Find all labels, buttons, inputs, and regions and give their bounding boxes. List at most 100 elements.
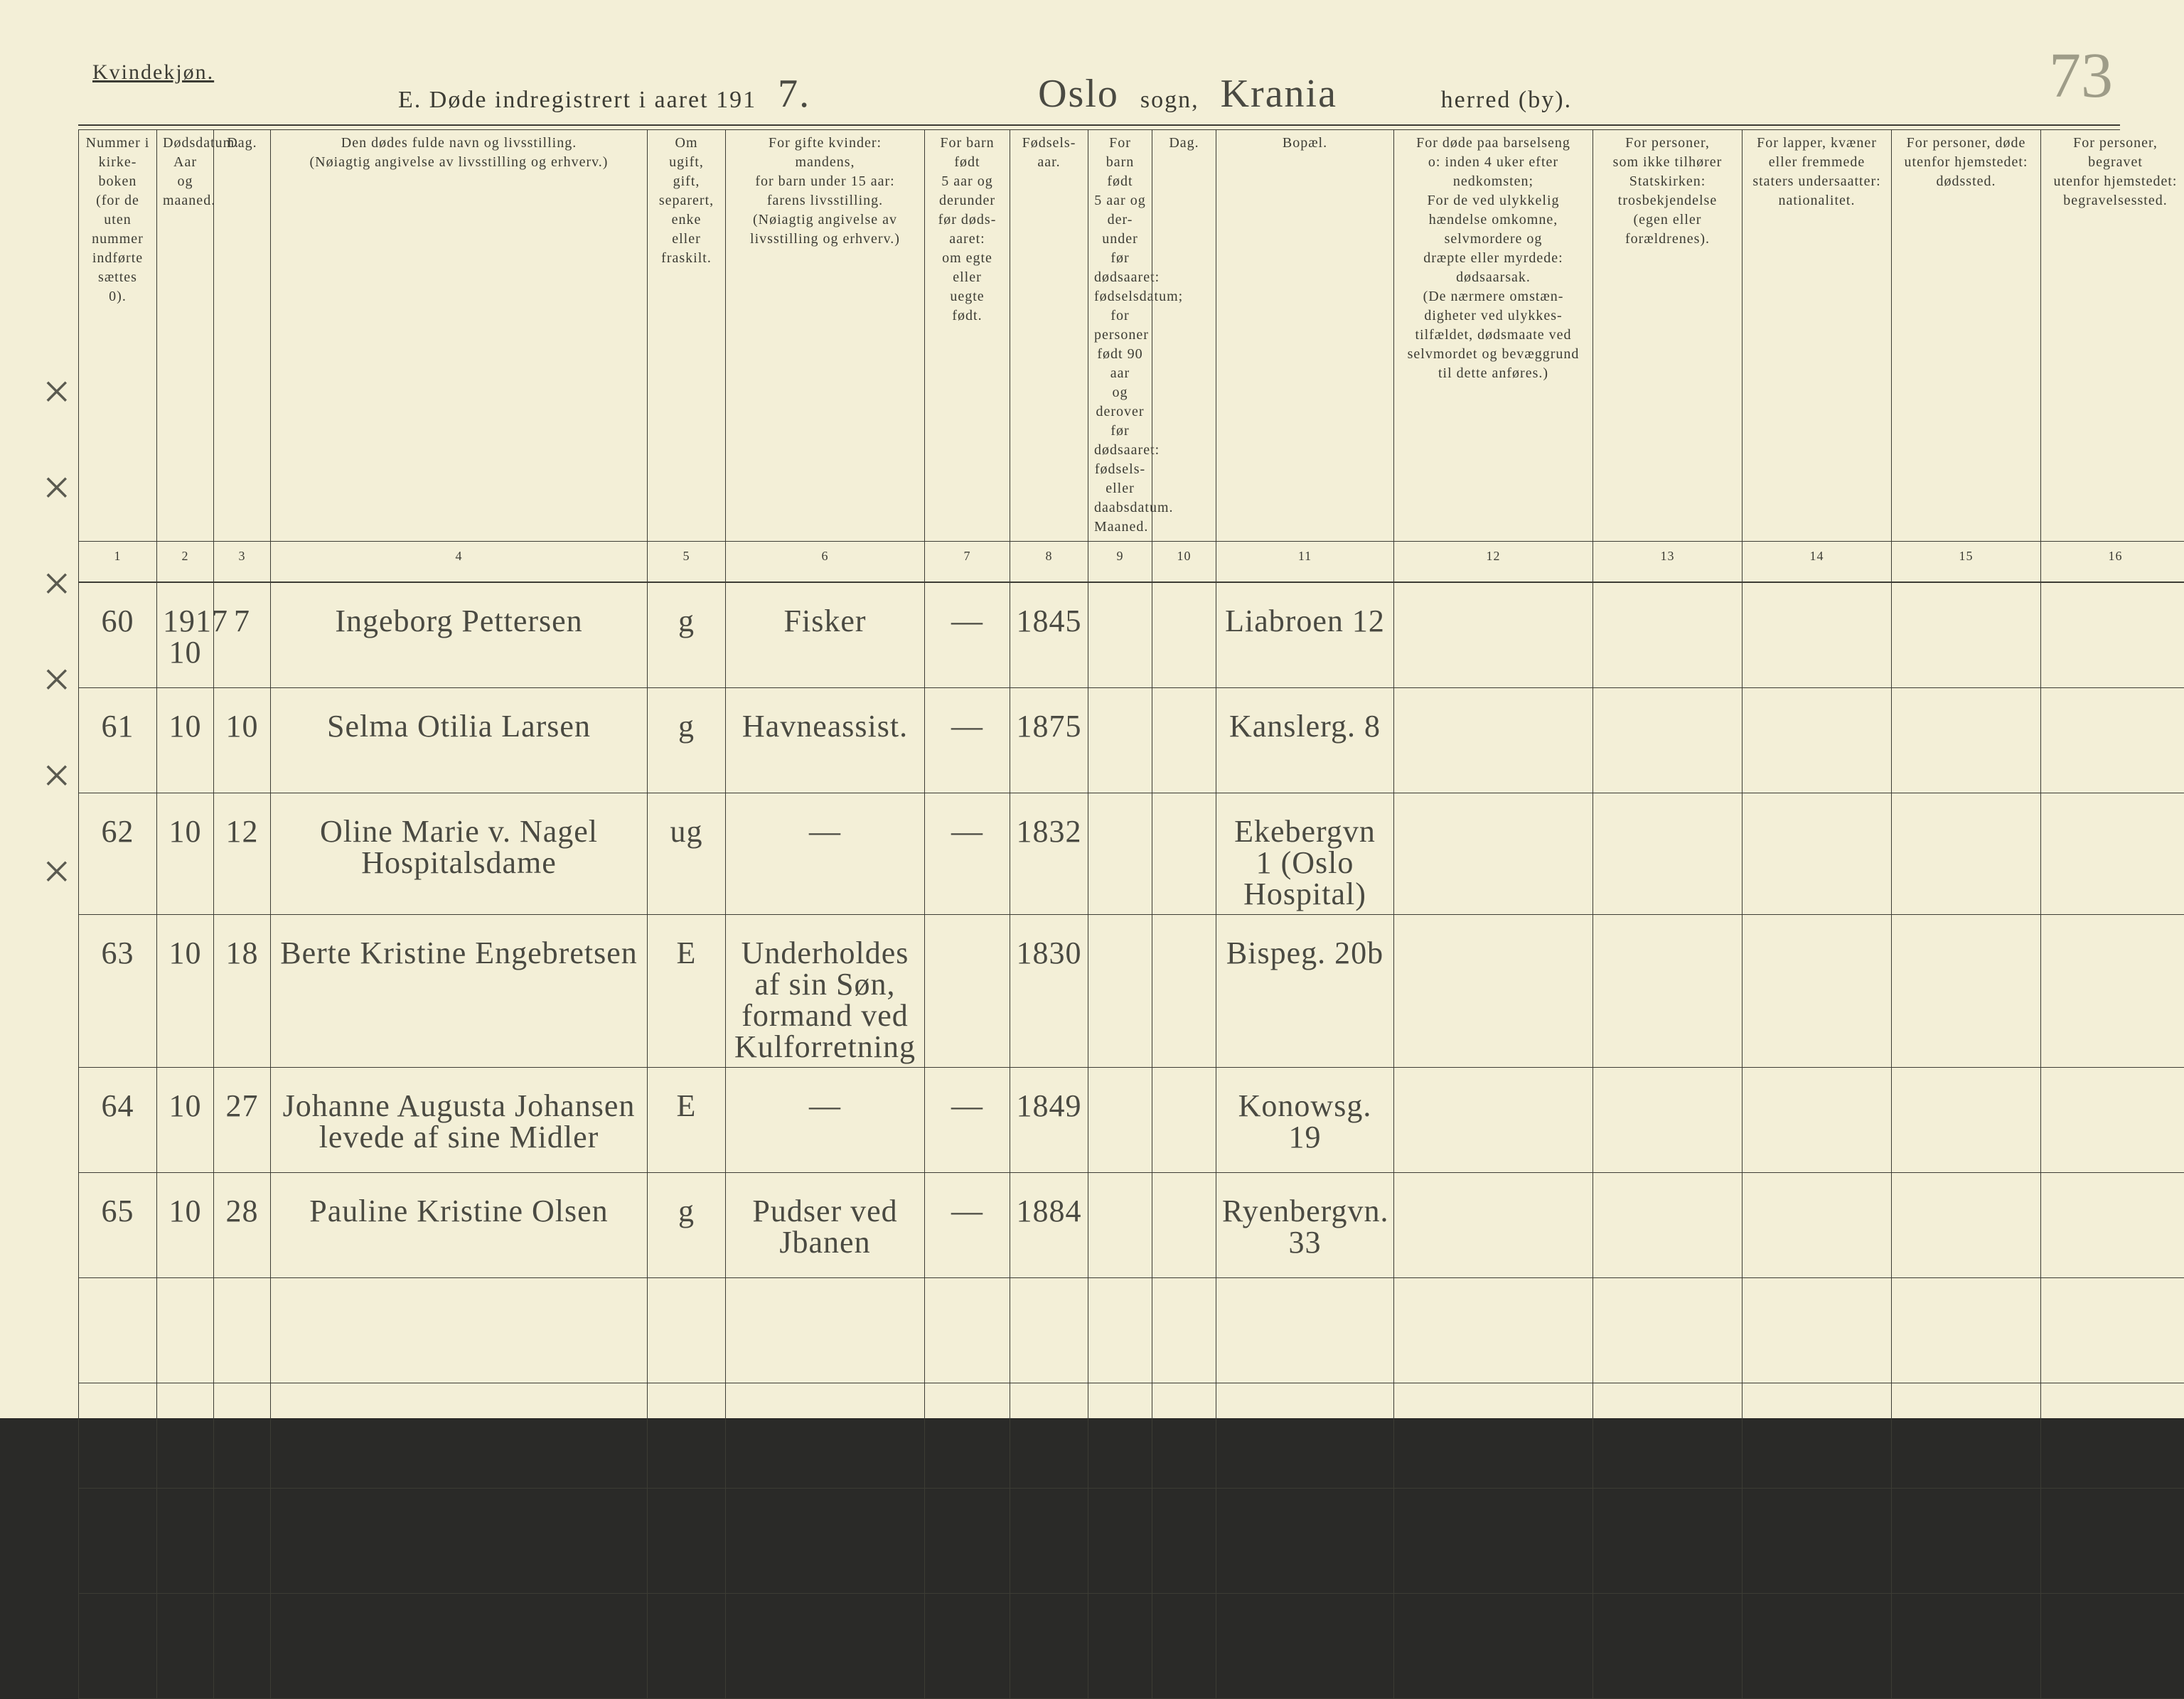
- table-cell: [726, 1594, 925, 1699]
- year-handwritten: 7.: [778, 74, 810, 114]
- table-cell: 10: [157, 688, 214, 793]
- table-cell: Pauline Kristine Olsen: [271, 1173, 648, 1278]
- table-cell: [726, 1278, 925, 1383]
- table-cell: [1152, 1489, 1216, 1594]
- table-cell: [1394, 1383, 1593, 1489]
- table-cell: [1892, 582, 2041, 688]
- table-cell: [1088, 1068, 1152, 1173]
- cell-value: E: [653, 919, 719, 969]
- table-cell: [1593, 793, 1743, 915]
- x-mark: ×: [43, 364, 70, 421]
- table-row: 621012Oline Marie v. Nagel Hospitalsdame…: [79, 793, 2184, 915]
- table-cell: [1088, 1278, 1152, 1383]
- x-mark: ×: [43, 460, 70, 517]
- cell-value: Underholdes af sin Søn, formand ved Kulf…: [732, 919, 919, 1063]
- table-cell: [1743, 582, 1892, 688]
- table-cell: [925, 915, 1010, 1068]
- table-cell: [214, 1594, 271, 1699]
- table-cell: 12: [214, 793, 271, 915]
- table-cell: —: [925, 688, 1010, 793]
- table-cell: [1593, 688, 1743, 793]
- table-cell: [79, 1489, 157, 1594]
- column-header: Bopæl.: [1216, 129, 1394, 542]
- table-cell: [157, 1278, 214, 1383]
- table-cell: [2041, 582, 2184, 688]
- column-header: Omugift, gift,separert, enke ellerfraski…: [648, 129, 726, 542]
- table-cell: [1216, 1278, 1394, 1383]
- column-header: Nummer i kirke- boken(for de utennummeri…: [79, 129, 157, 542]
- table-cell: [1892, 793, 2041, 915]
- rule-line: [78, 124, 2120, 126]
- cell-value: 1917 10: [163, 587, 208, 668]
- table-cell: [157, 1489, 214, 1594]
- cell-value: ug: [653, 798, 719, 847]
- cell-value: Liabroen 12: [1222, 587, 1388, 637]
- table-cell: g: [648, 1173, 726, 1278]
- table-row: [79, 1594, 2184, 1699]
- table-cell: [1152, 582, 1216, 688]
- table-cell: —: [925, 793, 1010, 915]
- column-number: 5: [648, 542, 726, 583]
- table-cell: [2041, 1383, 2184, 1489]
- folio-number: 73: [2049, 39, 2113, 112]
- table-cell: [925, 1489, 1010, 1594]
- table-cell: [1088, 582, 1152, 688]
- cell-value: E: [653, 1072, 719, 1122]
- table-cell: [1152, 1278, 1216, 1383]
- table-cell: [1394, 1278, 1593, 1383]
- cell-value: —: [931, 1177, 1004, 1227]
- herred-handwritten: Krania: [1221, 74, 1420, 114]
- table-cell: [2041, 688, 2184, 793]
- column-header: Dag.: [1152, 129, 1216, 542]
- column-number: 4: [271, 542, 648, 583]
- column-number: 14: [1743, 542, 1892, 583]
- x-mark: ×: [43, 748, 70, 805]
- table-cell: [1743, 793, 1892, 915]
- column-number: 1: [79, 542, 157, 583]
- table-row: 611010Selma Otilia LarsengHavneassist.—1…: [79, 688, 2184, 793]
- table-cell: [1216, 1383, 1394, 1489]
- cell-value: 10: [163, 692, 208, 742]
- cell-value: 28: [220, 1177, 264, 1227]
- table-cell: [1892, 1383, 2041, 1489]
- table-cell: [1593, 1383, 1743, 1489]
- table-row: 601917 107Ingeborg PettersengFisker—1845…: [79, 582, 2184, 688]
- table-cell: [1743, 1594, 1892, 1699]
- column-number: 10: [1152, 542, 1216, 583]
- x-mark: ×: [43, 844, 70, 901]
- table-cell: [1892, 1594, 2041, 1699]
- cell-value: 27: [220, 1072, 264, 1122]
- table-cell: [1152, 1383, 1216, 1489]
- cell-value: 10: [163, 798, 208, 847]
- cell-value: 12: [220, 798, 264, 847]
- cell-value: 10: [220, 692, 264, 742]
- table-cell: [214, 1489, 271, 1594]
- table-cell: [1088, 1594, 1152, 1699]
- table-cell: Selma Otilia Larsen: [271, 688, 648, 793]
- column-header: Den dødes fulde navn og livsstilling.(Nø…: [271, 129, 648, 542]
- table-cell: [1394, 582, 1593, 688]
- table-cell: —: [925, 582, 1010, 688]
- table-cell: Pudser ved Jbanen: [726, 1173, 925, 1278]
- table-cell: [1743, 1278, 1892, 1383]
- table-cell: [2041, 1489, 2184, 1594]
- table-cell: —: [925, 1068, 1010, 1173]
- cell-value: 60: [85, 587, 151, 637]
- table-row: [79, 1489, 2184, 1594]
- column-number: 6: [726, 542, 925, 583]
- column-header: For gifte kvinder: mandens,for barn unde…: [726, 129, 925, 542]
- cell-value: 64: [85, 1072, 151, 1122]
- table-cell: [1892, 688, 2041, 793]
- table-cell: 62: [79, 793, 157, 915]
- table-cell: 60: [79, 582, 157, 688]
- table-cell: 10: [157, 1068, 214, 1173]
- column-number: 3: [214, 542, 271, 583]
- column-header: For lapper, kvæner eller fremmedestaters…: [1743, 129, 1892, 542]
- table-cell: 63: [79, 915, 157, 1068]
- table-cell: [1593, 1173, 1743, 1278]
- cell-value: Konowsg. 19: [1222, 1072, 1388, 1153]
- cell-value: 1849: [1016, 1072, 1082, 1122]
- cell-value: —: [732, 1072, 919, 1122]
- column-number: 13: [1593, 542, 1743, 583]
- table-cell: 1832: [1010, 793, 1088, 915]
